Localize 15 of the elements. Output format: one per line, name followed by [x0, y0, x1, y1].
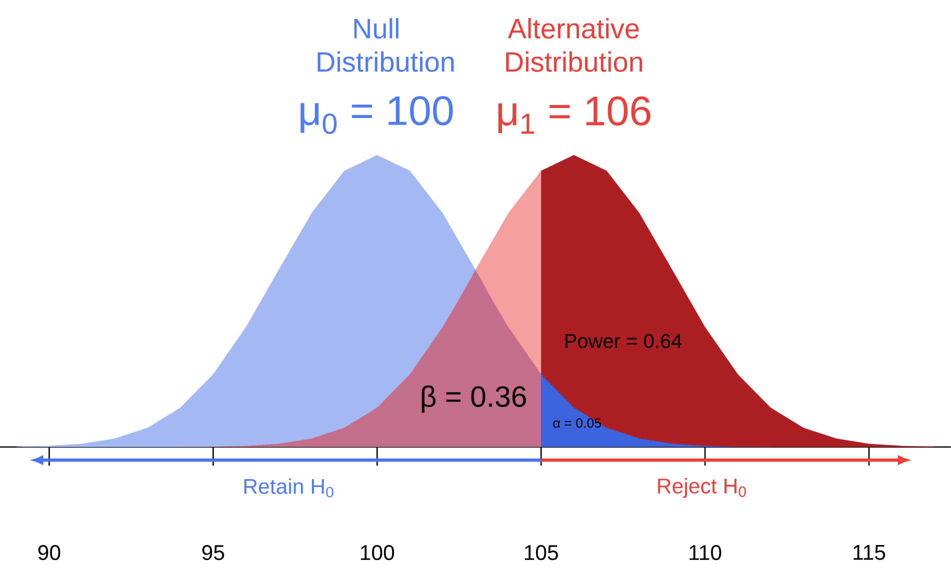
x-tick-label: 95 [202, 545, 224, 560]
text: μ$_{1}$ = 106 [498, 96, 650, 134]
x-tick-label: 105 [524, 545, 558, 560]
x-tick-label: 115 [854, 545, 886, 560]
text: Reject H$_{0}$ [658, 478, 746, 498]
text: Null Distribution [318, 18, 454, 72]
text: Retain H$_{0}$ [244, 478, 334, 498]
annotation: Power = 0.64 [565, 334, 682, 348]
text: Alternative Distribution [506, 18, 642, 72]
annotation: β = 0.36 [422, 385, 526, 413]
x-tick-label: 100 [360, 545, 394, 560]
annotation: α = 0.05 [553, 418, 602, 428]
x-tick-label: 90 [38, 545, 60, 560]
text: μ$_{0}$ = 100 [300, 96, 453, 134]
x-tick-label: 110 [690, 545, 722, 560]
